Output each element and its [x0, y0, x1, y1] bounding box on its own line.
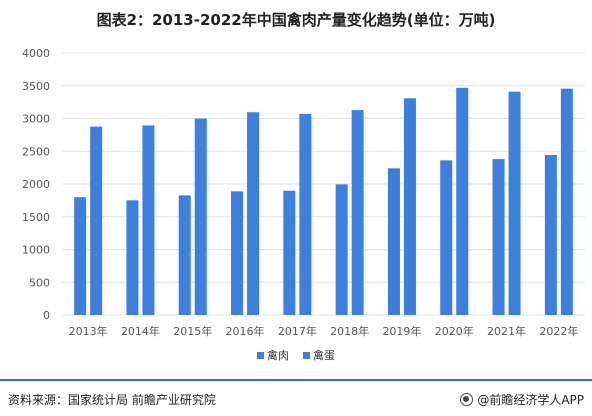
y-tick-label: 0	[43, 309, 50, 322]
x-tick-label: 2018年	[330, 324, 369, 338]
x-tick-labels: 2013年 2014年 2015年 2016年 2017年 2018年 2019年 2020年…	[69, 324, 579, 338]
bar-series-1	[283, 190, 296, 315]
x-tick-label: 2021年	[487, 324, 526, 338]
chart-title: 图表2：2013-2022年中国禽肉产量变化趋势(单位：万吨)	[96, 11, 496, 29]
gridlines	[62, 52, 585, 316]
x-tick-label: 2020年	[435, 324, 474, 338]
brand: @前瞻经济学人APP	[460, 391, 584, 408]
bar-series-2	[560, 88, 573, 315]
bar-series-1	[440, 160, 453, 315]
bar-series-1	[387, 168, 400, 315]
legend-label: 禽肉	[267, 349, 289, 362]
x-tick-label: 2015年	[173, 324, 212, 338]
bar-series-2	[247, 112, 260, 315]
x-tick-label: 2019年	[382, 324, 421, 338]
x-tick-label: 2022年	[539, 324, 578, 338]
bar-series-2	[403, 98, 416, 315]
bar-series-2	[90, 126, 103, 315]
bar-series-2	[508, 91, 521, 315]
legend-item-series-2: 禽蛋	[303, 347, 335, 363]
y-tick-label: 2000	[22, 178, 50, 191]
y-tick-labels: 0 500 1000 1500 2000 2500 3000 3500 4000	[22, 47, 50, 322]
y-tick-label: 3500	[22, 80, 50, 93]
source-note: 资料来源：国家统计局 前瞻产业研究院	[8, 393, 216, 407]
y-tick-label: 4000	[22, 47, 50, 60]
bar-series-1	[126, 200, 139, 315]
x-tick-label: 2017年	[278, 324, 317, 338]
bar-series-1	[492, 159, 505, 315]
bar-series-2	[351, 110, 364, 315]
y-tick-label: 500	[29, 276, 50, 289]
y-tick-label: 2500	[22, 145, 50, 158]
legend: 禽肉 禽蛋	[0, 347, 592, 363]
legend-item-series-1: 禽肉	[257, 347, 289, 363]
footer: 资料来源：国家统计局 前瞻产业研究院 @前瞻经济学人APP	[0, 379, 592, 416]
y-tick-label: 1000	[22, 244, 50, 257]
bar-series-1	[544, 154, 557, 315]
x-tick-label: 2016年	[226, 324, 265, 338]
x-tick-label: 2014年	[121, 324, 160, 338]
brand-logo-icon	[460, 393, 474, 406]
y-tick-label: 3000	[22, 113, 50, 126]
bar-series-2	[194, 118, 207, 316]
legend-label: 禽蛋	[313, 349, 335, 362]
legend-swatch	[257, 351, 264, 359]
x-tick-label: 2013年	[69, 324, 108, 338]
bars	[74, 87, 573, 316]
y-tick-label: 1500	[22, 211, 50, 224]
brand-label: @前瞻经济学人APP	[477, 393, 584, 407]
bar-series-1	[335, 184, 348, 315]
legend-swatch	[303, 351, 310, 359]
bar-series-1	[231, 191, 244, 315]
bar-series-1	[74, 197, 87, 315]
bar-series-1	[178, 195, 191, 315]
bar-series-2	[456, 87, 469, 315]
bar-series-2	[299, 113, 312, 315]
bar-series-2	[142, 125, 155, 316]
